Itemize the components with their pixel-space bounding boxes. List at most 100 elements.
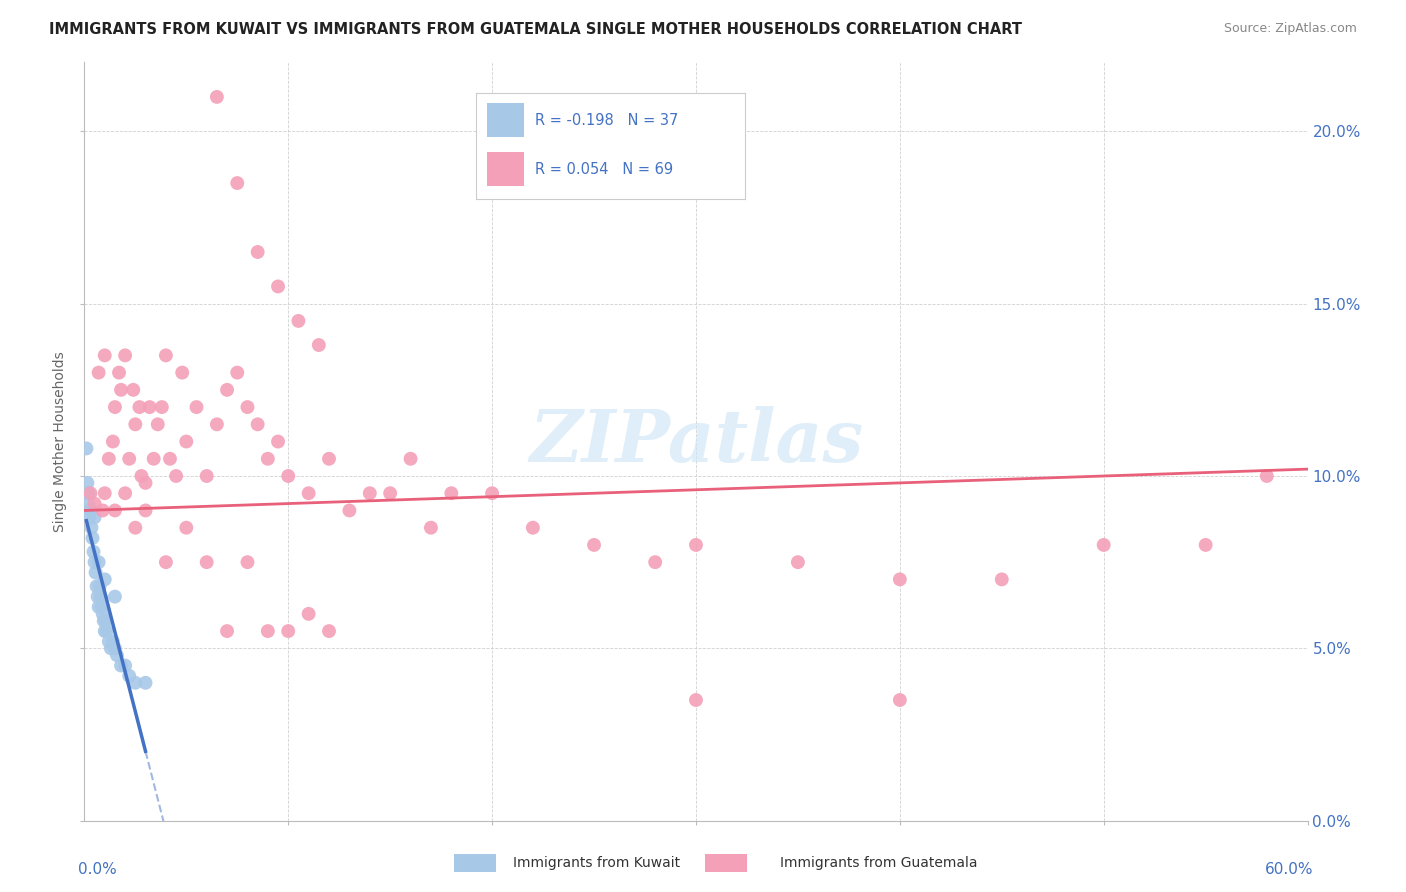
Point [142,451,165,466]
Point [83,545,105,559]
Point [104,641,127,656]
Point [87,366,110,380]
Point [644,555,666,569]
Point [90,590,112,604]
Point [298,607,321,621]
Point [91,607,114,621]
Text: 60.0%: 60.0% [1265,863,1313,878]
Point [101,634,124,648]
Point [217,383,239,397]
Point [104,503,127,517]
Point [174,434,197,449]
Point [104,590,127,604]
Point [90,599,112,614]
Point [86,590,108,604]
Point [114,658,136,673]
Point [75,442,97,456]
Point [246,417,269,432]
Point [110,658,132,673]
Point [87,599,110,614]
Point [339,503,361,517]
Point [186,400,208,414]
Point [135,675,157,690]
Point [79,486,101,500]
Point [100,641,122,656]
Point [236,555,259,569]
Point [174,521,197,535]
Point [308,338,330,352]
Point [93,624,115,639]
Point [97,451,120,466]
Point [131,469,153,483]
Point [77,486,100,500]
Point [108,366,131,380]
Point [86,579,108,593]
Point [79,503,101,517]
Point [146,417,169,432]
Point [124,417,146,432]
Point [226,176,249,190]
Point [96,624,118,639]
Point [80,521,103,535]
Point [257,624,280,639]
Text: Immigrants from Guatemala: Immigrants from Guatemala [780,856,977,871]
Point [685,693,707,707]
Point [91,503,114,517]
Point [87,555,110,569]
Point [277,624,299,639]
Point [267,279,290,293]
Point [104,400,127,414]
Point [359,486,381,500]
Point [82,531,104,545]
Point [114,486,136,500]
Point [118,669,141,683]
Point [159,451,181,466]
Point [165,469,187,483]
Point [122,383,145,397]
Point [128,400,150,414]
Point [172,366,194,380]
Text: Source: ZipAtlas.com: Source: ZipAtlas.com [1223,22,1357,36]
Point [889,573,911,587]
Point [93,486,115,500]
Point [236,400,259,414]
Point [93,614,115,628]
Point [1256,469,1278,483]
Point [1092,538,1115,552]
Text: Immigrants from Kuwait: Immigrants from Kuwait [513,856,681,871]
Point [246,244,269,259]
Point [287,314,309,328]
Text: ZIPatlas: ZIPatlas [529,406,863,477]
Point [83,497,105,511]
Text: 0.0%: 0.0% [79,863,117,878]
Y-axis label: Single Mother Households: Single Mother Households [53,351,67,532]
Point [277,469,299,483]
Point [110,383,132,397]
Point [155,555,177,569]
Point [889,693,911,707]
Text: IMMIGRANTS FROM KUWAIT VS IMMIGRANTS FROM GUATEMALA SINGLE MOTHER HOUSEHOLDS COR: IMMIGRANTS FROM KUWAIT VS IMMIGRANTS FRO… [49,22,1022,37]
Point [522,521,544,535]
Point [318,624,340,639]
Point [93,348,115,362]
Point [226,366,249,380]
Point [101,434,124,449]
Point [124,675,146,690]
Point [440,486,463,500]
Point [298,486,321,500]
Point [991,573,1014,587]
Point [155,348,177,362]
Point [105,648,128,663]
Point [135,475,157,490]
Point [83,510,105,524]
Point [420,521,443,535]
Point [195,555,218,569]
Point [195,469,218,483]
Point [138,400,160,414]
Point [83,555,105,569]
Bar [454,854,496,872]
Point [481,486,503,500]
Point [94,614,117,628]
Point [79,510,101,524]
Point [257,451,280,466]
